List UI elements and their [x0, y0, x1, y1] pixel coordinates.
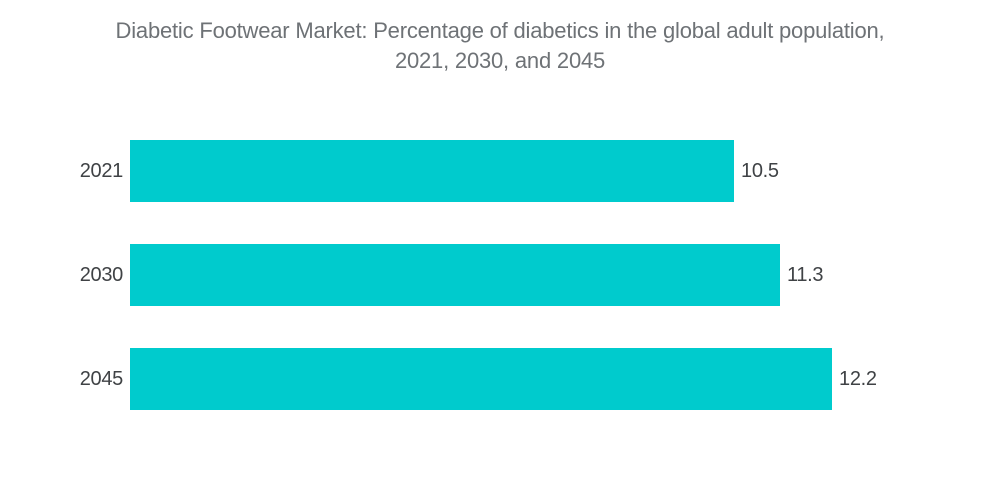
chart-row: 2030 11.3 — [0, 244, 1000, 306]
chart-title-line-1: Diabetic Footwear Market: Percentage of … — [115, 18, 885, 43]
chart-title-line-2: 2021, 2030, and 2045 — [394, 48, 606, 73]
bar — [130, 244, 780, 306]
category-label: 2045 — [79, 367, 124, 390]
value-label: 11.3 — [787, 263, 824, 286]
value-label: 12.2 — [839, 367, 877, 390]
category-label: 2030 — [79, 263, 124, 286]
bar — [130, 348, 832, 410]
bar — [130, 140, 734, 202]
chart-row: 2045 12.2 — [0, 348, 1000, 410]
bar-chart-plot-area: 2021 10.5 2030 11.3 2045 12.2 — [0, 140, 1000, 410]
value-label: 10.5 — [741, 159, 779, 182]
chart-title: Diabetic Footwear Market: Percentage of … — [0, 0, 1000, 76]
chart-row: 2021 10.5 — [0, 140, 1000, 202]
category-label: 2021 — [79, 159, 124, 182]
